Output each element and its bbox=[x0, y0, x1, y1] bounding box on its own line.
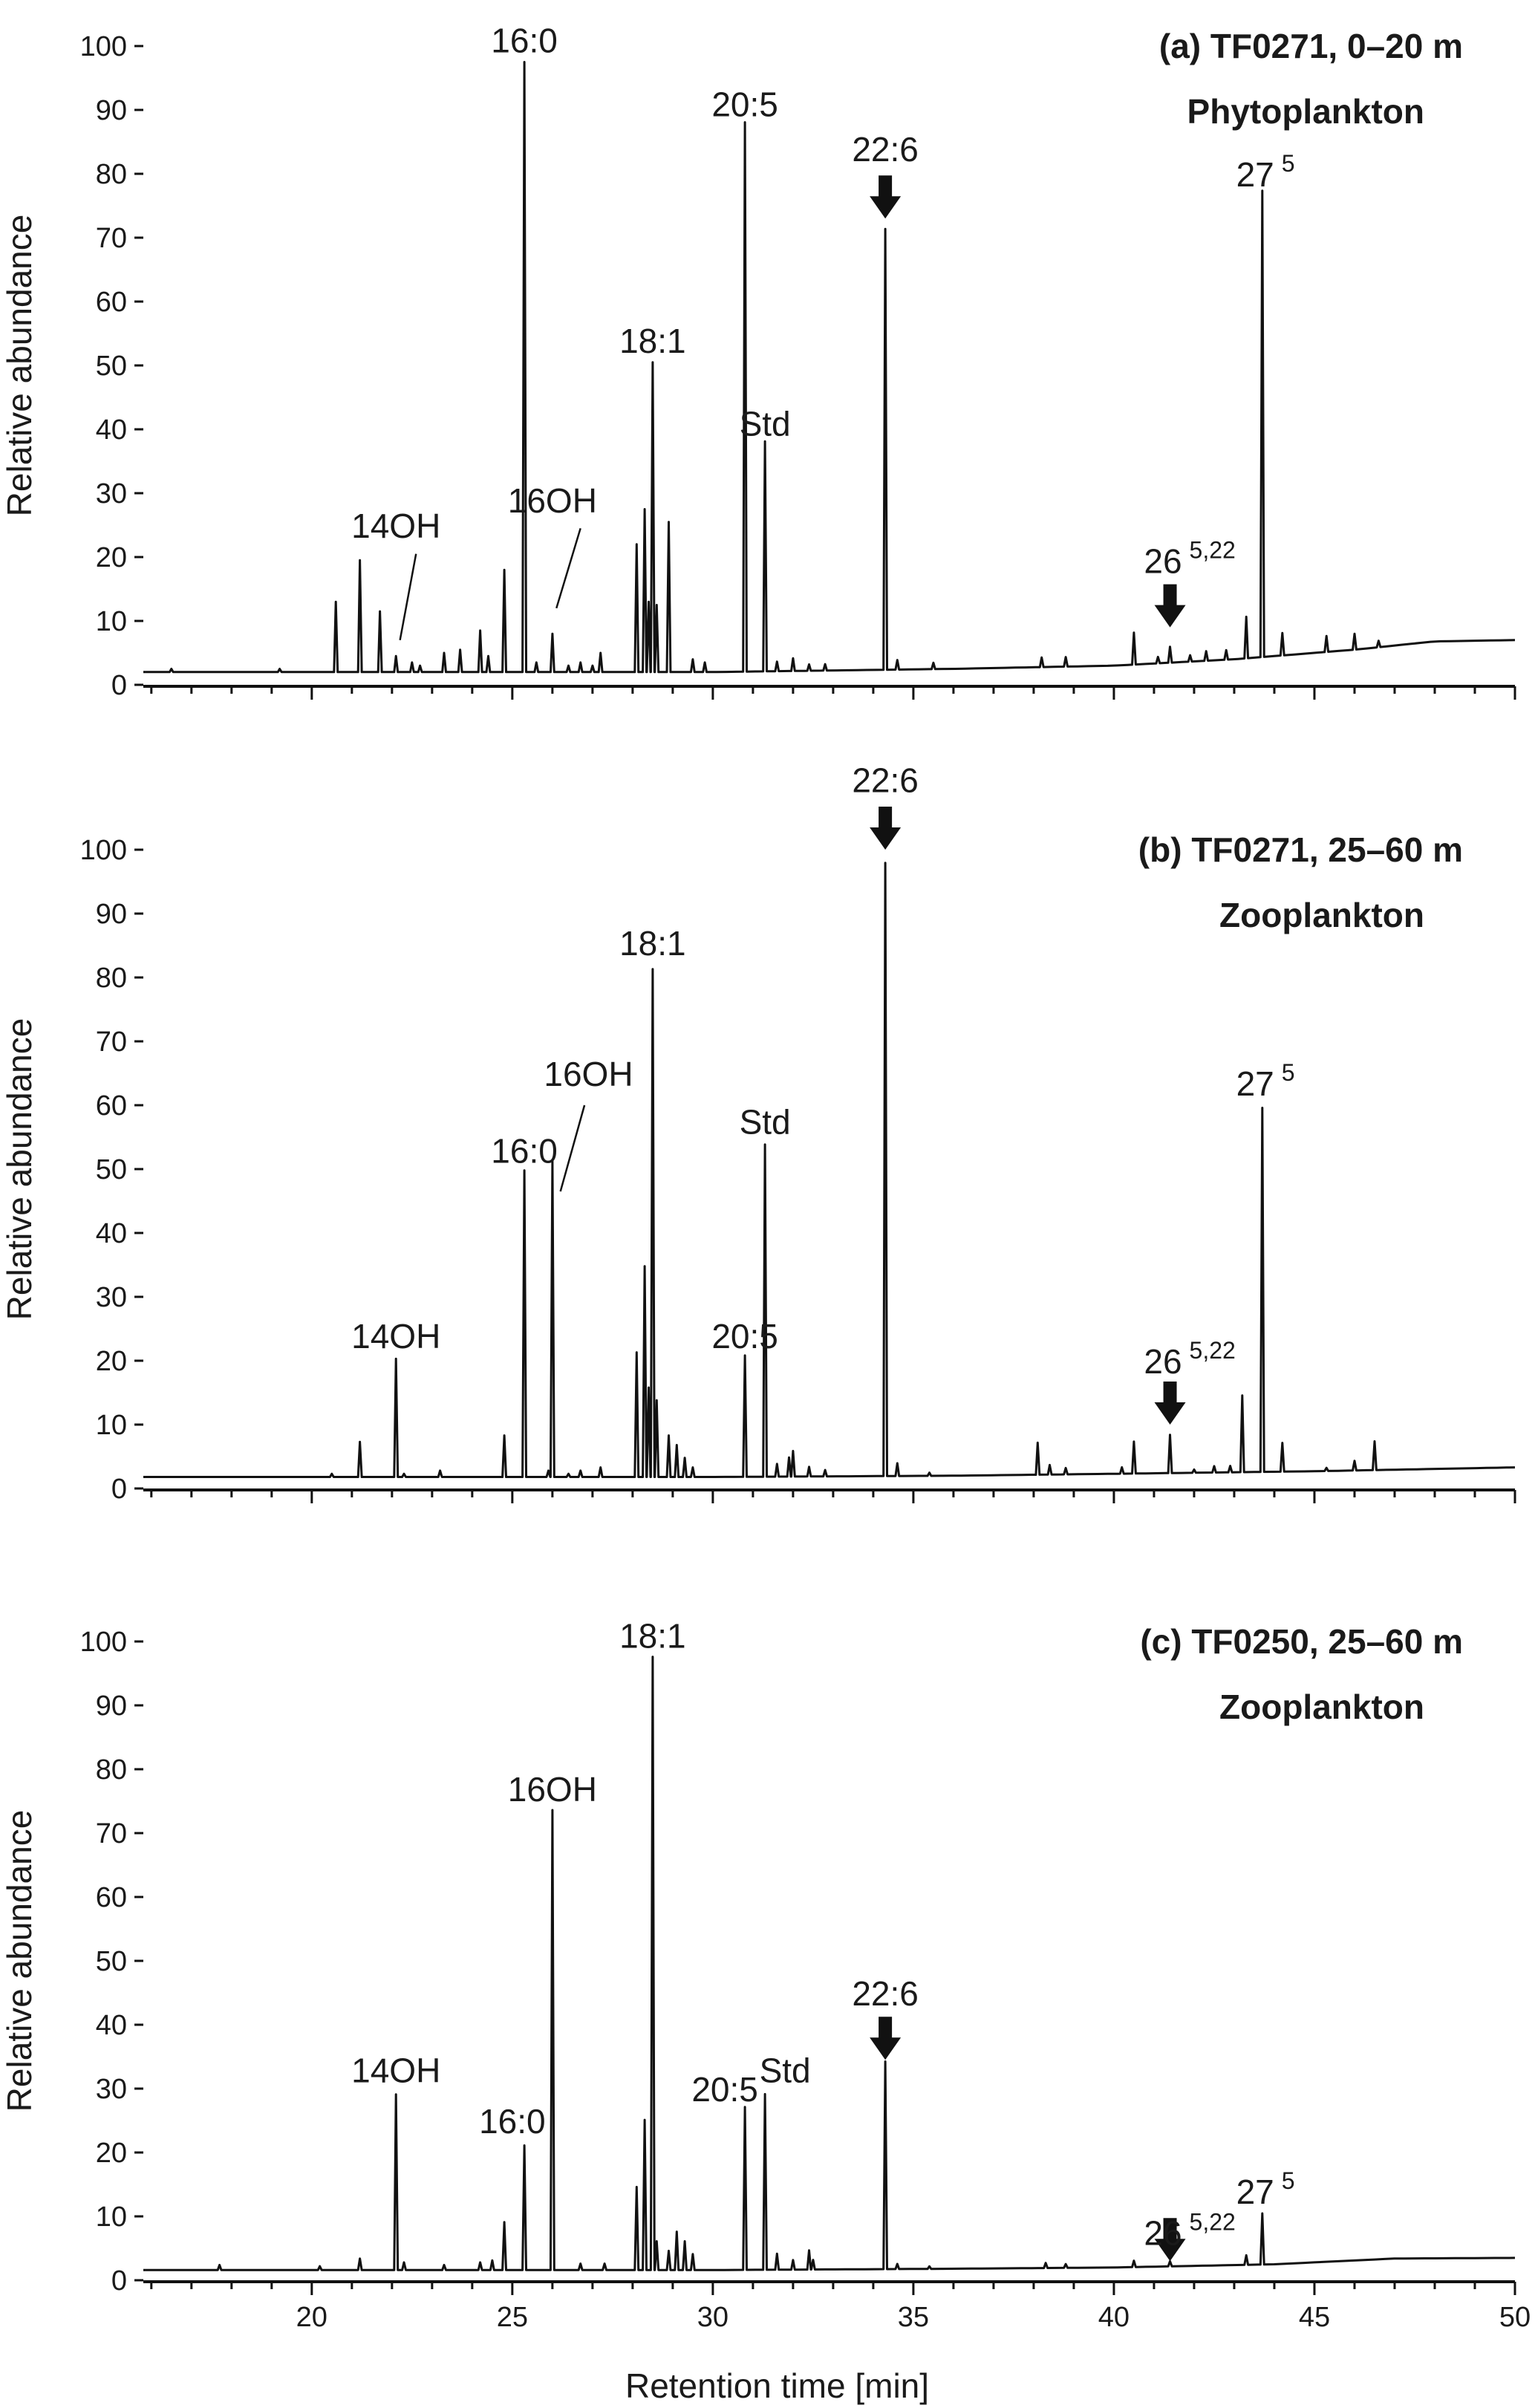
peak-label-superscript: 5 bbox=[1282, 2167, 1295, 2194]
leader-line bbox=[399, 553, 417, 641]
y-tick-label: 20 bbox=[96, 2138, 127, 2169]
peak-label: 16OH bbox=[544, 1055, 633, 1093]
panel-c: 0 10 20 30 40 50 60 70 80 90 100 20 25 30 35 40 45 50 Rela… bbox=[0, 1617, 1531, 2405]
y-tick-label: 100 bbox=[80, 835, 127, 866]
y-tick-label: 0 bbox=[111, 1474, 127, 1505]
panel-title: (c) TF0250, 25–60 m bbox=[1140, 1622, 1463, 1661]
peak-label: 16:0 bbox=[491, 22, 558, 60]
x-tick-label: 40 bbox=[1098, 2302, 1130, 2333]
y-tick-label: 30 bbox=[96, 1282, 127, 1313]
y-tick-label: 60 bbox=[96, 1090, 127, 1122]
x-axis-title: Retention time [min] bbox=[625, 2366, 929, 2405]
peak-label-superscript: 5,22 bbox=[1190, 1337, 1236, 1364]
y-tick-label: 90 bbox=[96, 899, 127, 930]
peak-label: 16:0 bbox=[491, 1131, 558, 1170]
peak-arrow-icon bbox=[870, 807, 902, 850]
y-tick-label: 80 bbox=[96, 963, 127, 994]
peak-arrow-icon bbox=[870, 175, 902, 219]
peak-label: 22:6 bbox=[852, 1974, 919, 2013]
y-tick-label: 10 bbox=[96, 2202, 127, 2233]
panel-title: (b) TF0271, 25–60 m bbox=[1138, 830, 1463, 869]
y-tick-label: 80 bbox=[96, 159, 127, 190]
leader-line bbox=[555, 527, 581, 609]
x-tick-label: 30 bbox=[697, 2302, 729, 2333]
leader-line bbox=[559, 1104, 586, 1192]
y-axis-title: Relative abundance bbox=[0, 1810, 39, 2112]
peak-label: 18:1 bbox=[619, 924, 686, 963]
y-tick-label: 10 bbox=[96, 1410, 127, 1441]
x-tick-label: 50 bbox=[1499, 2302, 1531, 2333]
y-tick-label: 100 bbox=[80, 31, 127, 62]
peak-label: 20:5 bbox=[691, 2070, 758, 2109]
panel-title: (a) TF0271, 0–20 m bbox=[1159, 27, 1463, 65]
peak-label: 20:5 bbox=[711, 1317, 778, 1356]
peak-label: 27 bbox=[1236, 2173, 1274, 2211]
y-tick-label: 50 bbox=[96, 1154, 127, 1185]
peak-arrow-icon bbox=[1154, 2218, 1186, 2262]
peak-label-superscript: 5 bbox=[1282, 1059, 1295, 1086]
peak-label: 16OH bbox=[508, 1770, 597, 1809]
peak-label: 18:1 bbox=[619, 1617, 686, 1656]
y-tick-label: 0 bbox=[111, 670, 127, 701]
peak-label: 27 bbox=[1236, 1064, 1274, 1103]
panel-subtitle: Zooplankton bbox=[1219, 896, 1424, 934]
x-tick-label: 35 bbox=[898, 2302, 929, 2333]
chromatogram-trace bbox=[143, 61, 1516, 674]
y-tick-label: 90 bbox=[96, 95, 127, 126]
peak-label: 22:6 bbox=[852, 130, 919, 169]
y-tick-label: 90 bbox=[96, 1691, 127, 1722]
y-tick-label: 60 bbox=[96, 287, 127, 318]
y-tick-label: 70 bbox=[96, 223, 127, 254]
y-tick-label: 80 bbox=[96, 1754, 127, 1786]
peak-label: 14OH bbox=[351, 507, 440, 545]
y-axis-title: Relative abundance bbox=[0, 215, 39, 517]
peak-label: 14OH bbox=[351, 1317, 440, 1356]
peak-label: 16OH bbox=[508, 481, 597, 520]
y-tick-label: 0 bbox=[111, 2265, 127, 2297]
y-tick-label: 40 bbox=[96, 1218, 127, 1249]
peak-label: 26 bbox=[1144, 1342, 1182, 1381]
peak-label: 22:6 bbox=[852, 761, 919, 800]
panel-b: 0 10 20 30 40 50 60 70 80 90 100 Relative abundance… bbox=[0, 761, 1516, 1505]
y-tick-label: 40 bbox=[96, 2010, 127, 2041]
y-tick-label: 50 bbox=[96, 351, 127, 382]
peak-arrow-icon bbox=[1154, 1382, 1186, 1425]
x-tick-label: 20 bbox=[296, 2302, 327, 2333]
peak-label: 27 bbox=[1236, 155, 1274, 194]
peak-label-superscript: 5 bbox=[1282, 150, 1295, 177]
peak-label: Std bbox=[740, 1103, 791, 1142]
y-tick-label: 50 bbox=[96, 1946, 127, 1977]
peak-label: 16:0 bbox=[479, 2102, 546, 2141]
panel-subtitle: Phytoplankton bbox=[1187, 92, 1424, 131]
chromatogram-trace bbox=[143, 862, 1516, 1478]
y-axis-title: Relative abundance bbox=[0, 1018, 39, 1321]
peak-label: Std bbox=[760, 2051, 811, 2089]
panel-a: 0 10 20 30 40 50 60 70 80 90 100 Relative abundance… bbox=[0, 22, 1516, 701]
y-tick-label: 10 bbox=[96, 606, 127, 637]
panel-subtitle: Zooplankton bbox=[1219, 1688, 1424, 1726]
peak-label-superscript: 5,22 bbox=[1190, 2209, 1236, 2236]
y-tick-label: 70 bbox=[96, 1818, 127, 1849]
y-tick-label: 70 bbox=[96, 1026, 127, 1058]
chromatogram-trace bbox=[143, 1656, 1516, 2271]
peak-label: 18:1 bbox=[619, 322, 686, 360]
peak-label: 20:5 bbox=[711, 85, 778, 124]
y-tick-label: 100 bbox=[80, 1627, 127, 1658]
peak-label: 26 bbox=[1144, 2214, 1182, 2253]
x-tick-label: 25 bbox=[497, 2302, 528, 2333]
y-tick-label: 20 bbox=[96, 542, 127, 573]
peak-label-superscript: 5,22 bbox=[1190, 537, 1236, 564]
y-tick-label: 20 bbox=[96, 1346, 127, 1377]
y-tick-label: 30 bbox=[96, 2074, 127, 2105]
peak-label: 26 bbox=[1144, 542, 1182, 581]
peak-label: 14OH bbox=[351, 2051, 440, 2089]
peak-arrow-icon bbox=[1154, 584, 1186, 628]
y-tick-label: 60 bbox=[96, 1882, 127, 1913]
y-tick-label: 40 bbox=[96, 414, 127, 446]
y-tick-label: 30 bbox=[96, 478, 127, 510]
x-tick-label: 45 bbox=[1299, 2302, 1330, 2333]
peak-arrow-icon bbox=[870, 2017, 902, 2060]
peak-label: Std bbox=[740, 405, 791, 443]
